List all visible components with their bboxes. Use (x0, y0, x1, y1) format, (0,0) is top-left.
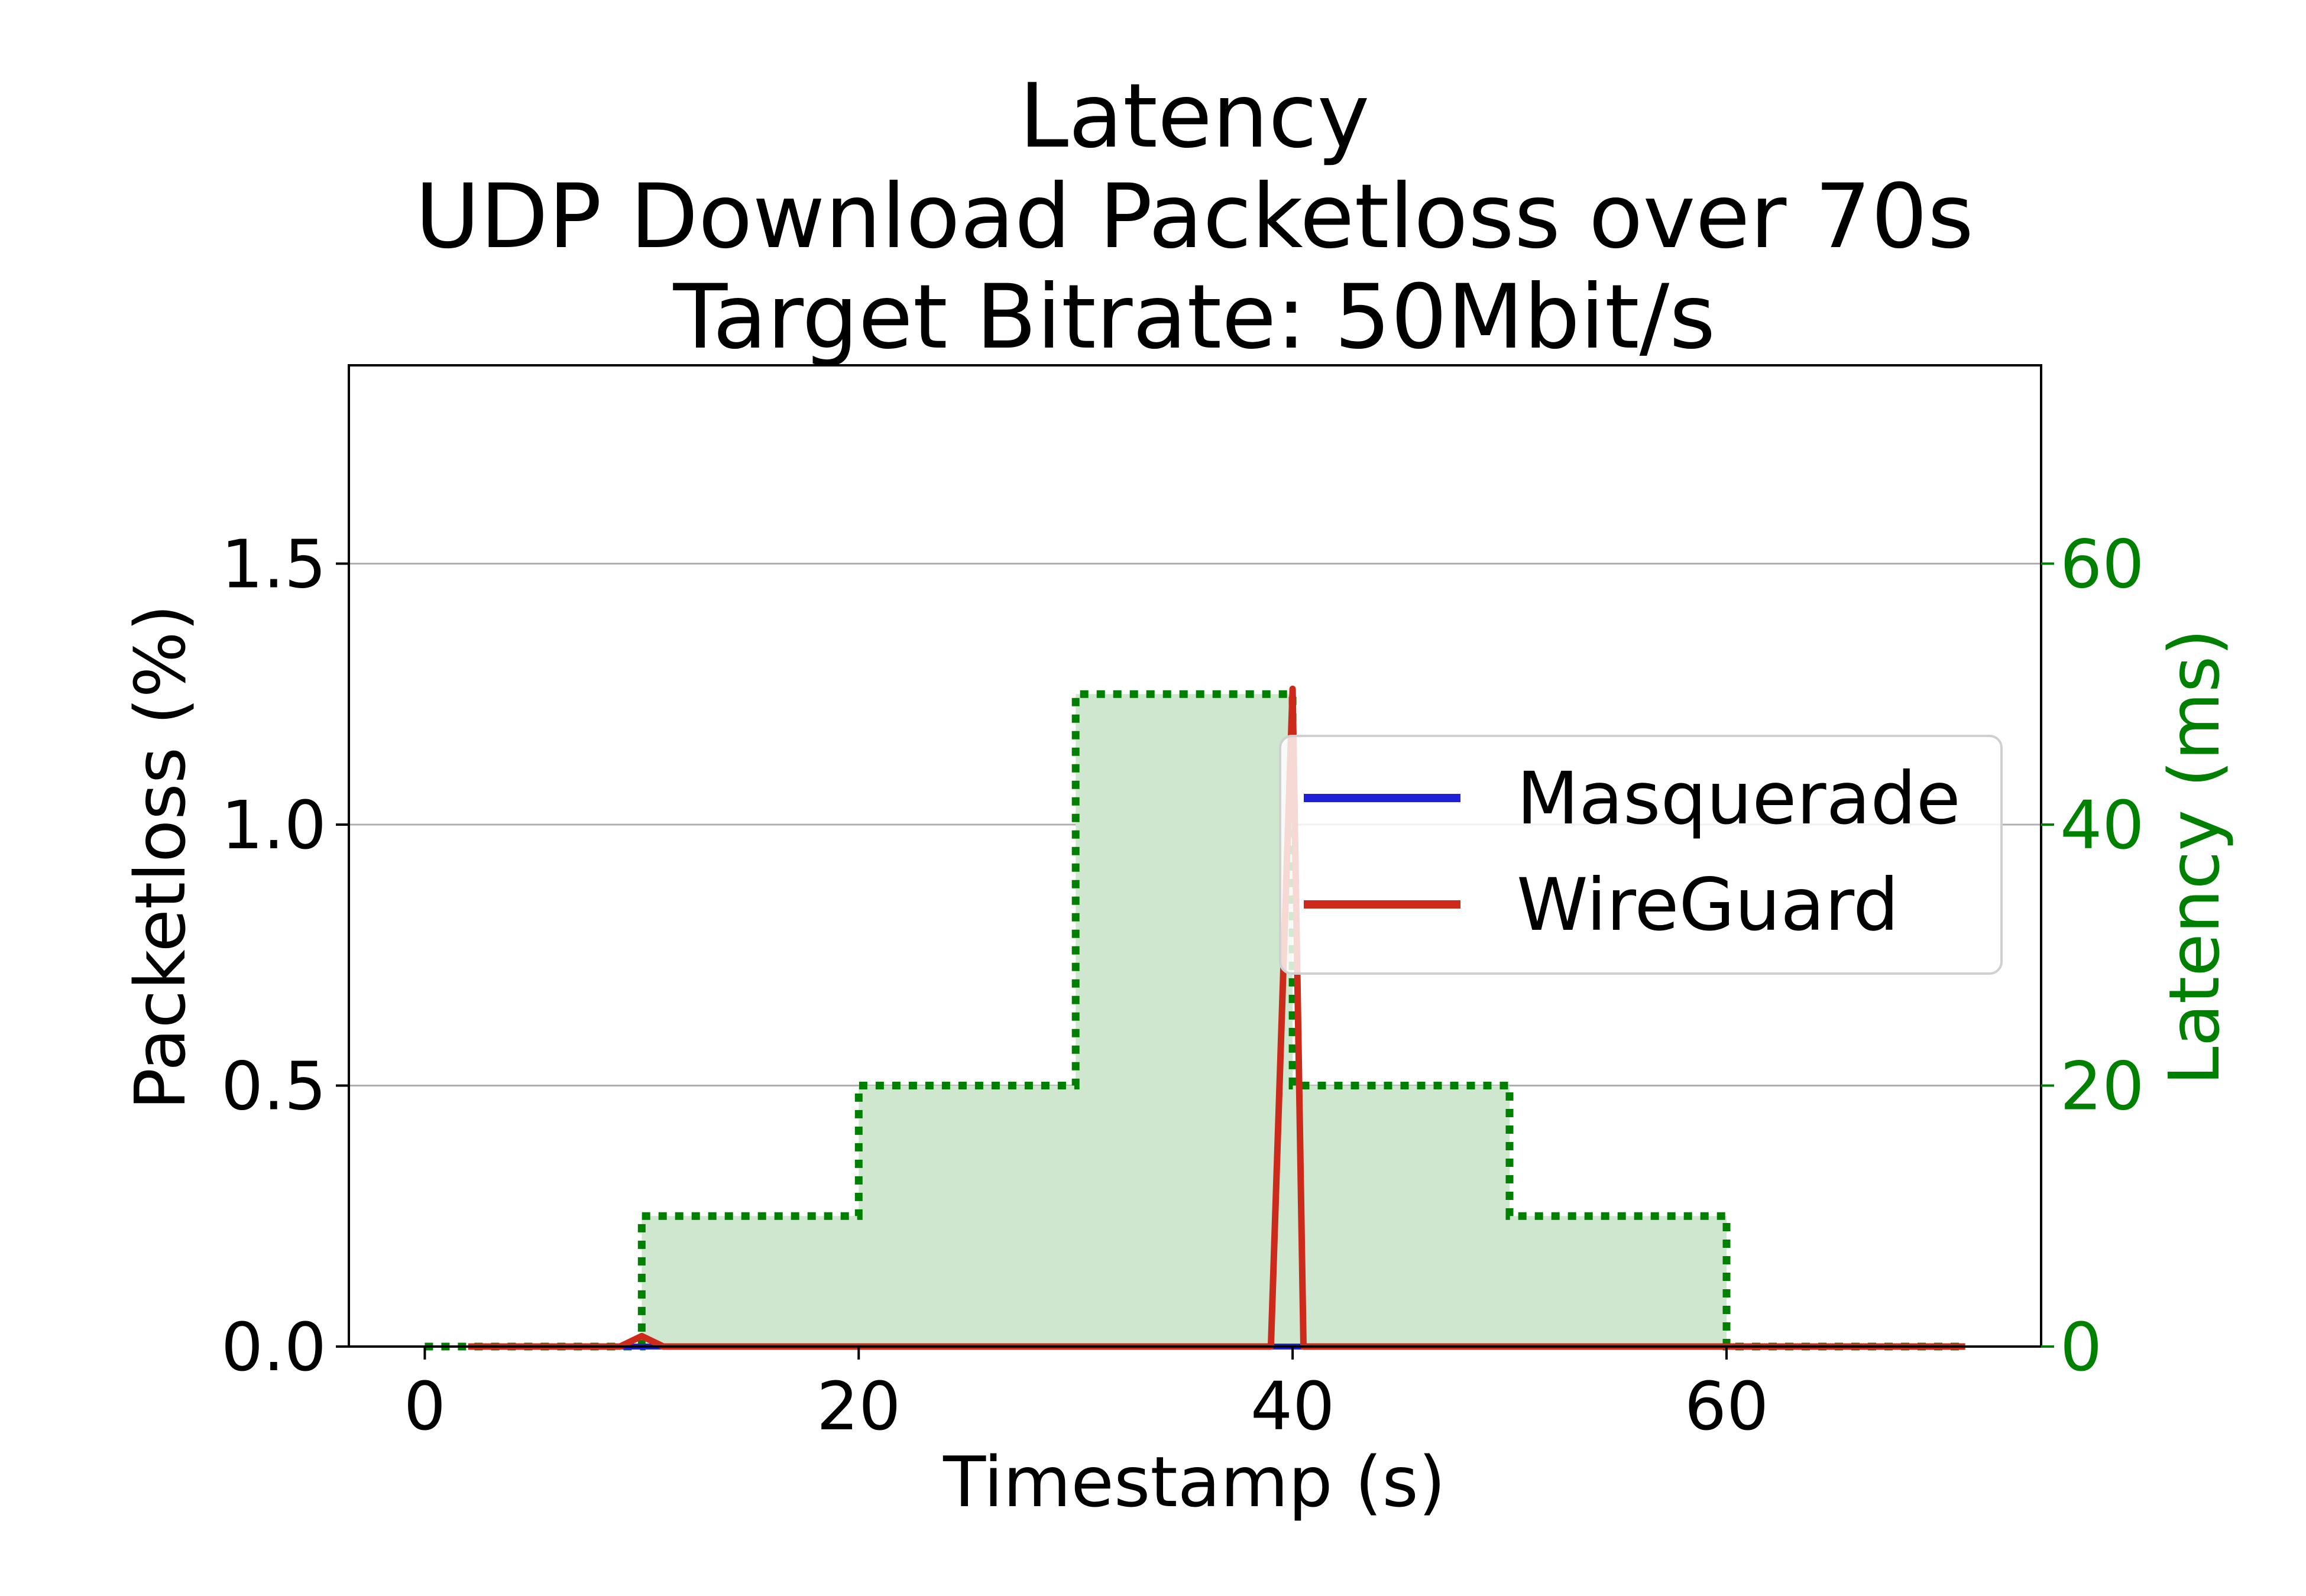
y-tick-label-1: 0.5 (221, 1049, 326, 1125)
legend-label-wireguard: WireGuard (1517, 863, 1899, 947)
latency-line (425, 690, 1965, 1351)
y2-tick-label-1: 20 (2060, 1049, 2145, 1125)
axes-frame (348, 364, 2042, 1348)
legend-label-masquerade: Masquerade (1517, 757, 1961, 841)
y-tick-label-2: 1.0 (221, 787, 326, 864)
latency-area (425, 694, 1965, 1347)
y2-tick-label-2: 40 (2060, 787, 2145, 864)
chart-title: Latency UDP Download Packetloss over 70s… (415, 65, 1974, 369)
title-line-1: Latency (1019, 65, 1370, 168)
x-tick-label-3: 60 (1685, 1368, 1769, 1445)
axes: 0 20 40 60 0.0 0.5 1.0 1.5 0 20 40 60 (221, 364, 2145, 1445)
y-axis-label: Packetloss (%) (119, 604, 201, 1110)
legend: Masquerade WireGuard (1279, 735, 2003, 975)
x-tick-label-0: 0 (404, 1368, 446, 1445)
y-tick-label-0: 0.0 (221, 1309, 326, 1386)
y2-tick-label-3: 60 (2060, 527, 2145, 604)
x-axis-label: Timestamp (s) (943, 1441, 1446, 1523)
x-tick-label-2: 40 (1251, 1368, 1335, 1445)
y2-axis-label: Latency (ms) (2153, 629, 2235, 1085)
title-line-2: UDP Download Packetloss over 70s (415, 166, 1974, 268)
title-line-3: Target Bitrate: 50Mbit/s (673, 266, 1716, 369)
x-tick-label-1: 20 (817, 1368, 901, 1445)
y-tick-label-3: 1.5 (221, 527, 326, 604)
y2-tick-label-0: 0 (2060, 1309, 2102, 1386)
